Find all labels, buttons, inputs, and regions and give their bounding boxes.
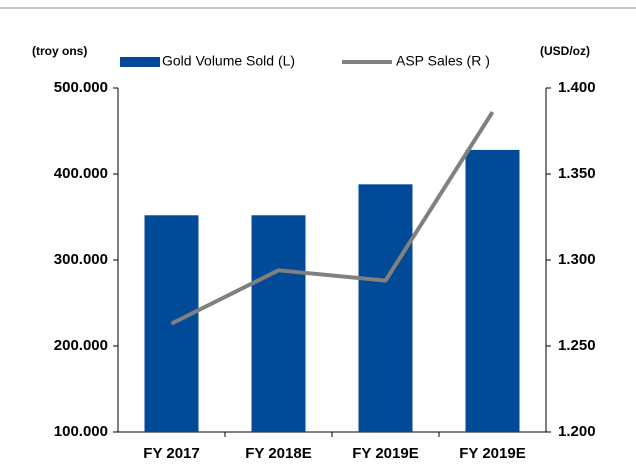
line: [170, 111, 495, 326]
x-tick-label: FY 2017: [143, 445, 199, 462]
x-tick-label: FY 2019E: [459, 445, 525, 462]
y-tick-label: 400.000: [54, 165, 108, 182]
x-tick-label: FY 2018E: [245, 445, 311, 462]
y2-tick-label: 1.300: [558, 251, 596, 268]
x-tick-label: FY 2019E: [352, 445, 418, 462]
bar: [251, 215, 306, 432]
y-tick-label: 100.000: [54, 423, 108, 440]
legend-label: Gold Volume Sold (L): [162, 53, 295, 69]
y2-axis-label: (USD/oz): [540, 44, 590, 58]
y-tick-label: 300.000: [54, 251, 108, 268]
y2-tick-label: 1.350: [558, 165, 596, 182]
bar: [465, 149, 520, 433]
legend-swatch: [120, 57, 160, 67]
y-axis-label: (troy ons): [32, 44, 87, 58]
y-tick-label: 200.000: [54, 337, 108, 354]
bar: [358, 184, 413, 432]
y2-tick-label: 1.400: [558, 79, 596, 96]
y-tick-label: 500.000: [54, 79, 108, 96]
legend-label: ASP Sales (R ): [396, 53, 490, 69]
y2-tick-label: 1.200: [558, 423, 596, 440]
y2-tick-label: 1.250: [558, 337, 596, 354]
